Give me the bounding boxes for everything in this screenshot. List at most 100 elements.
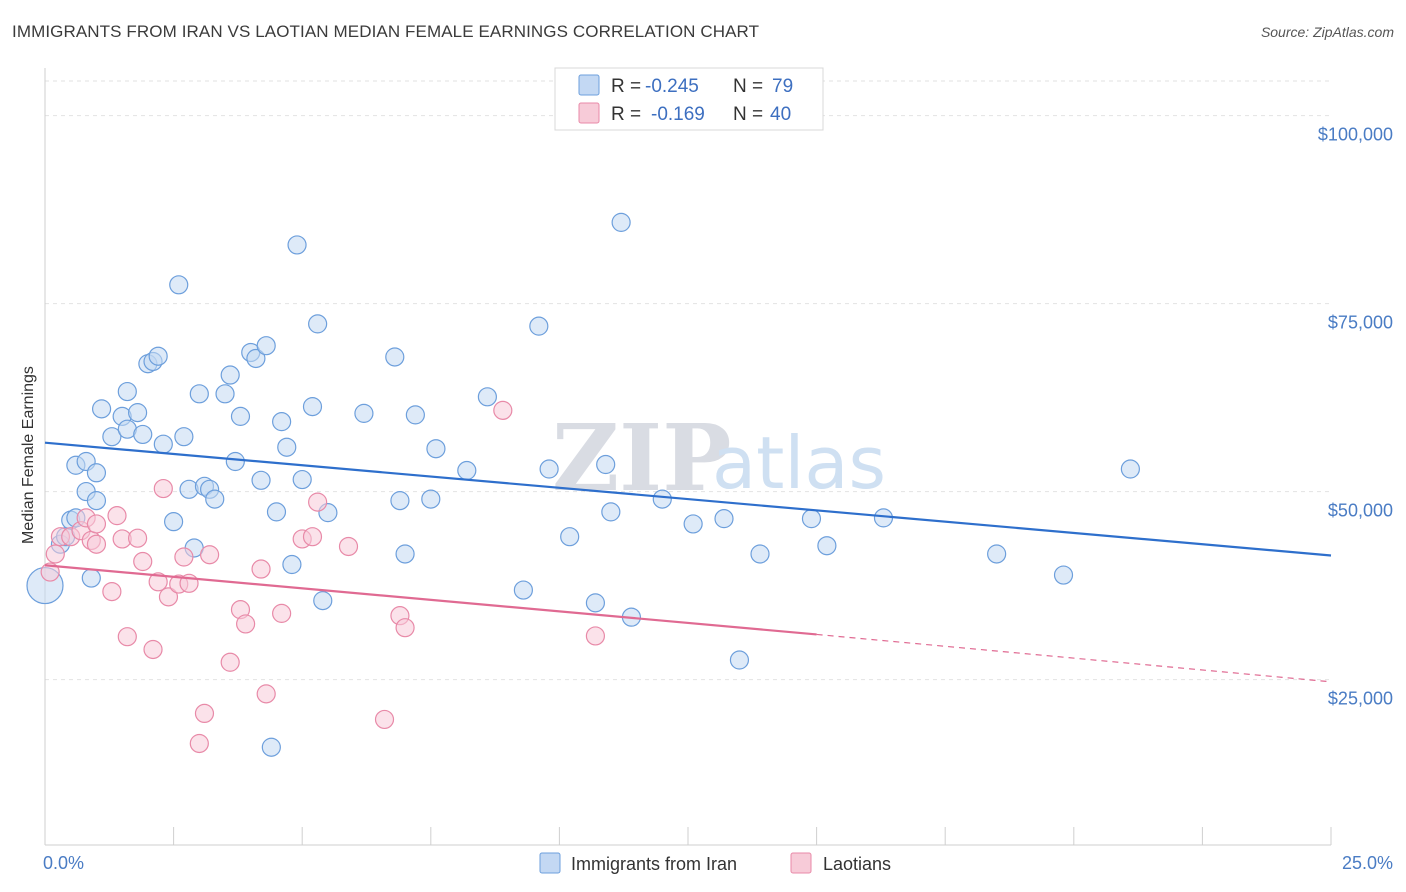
point-laotians [251,559,271,579]
legend-r-label-laotians: R = [611,104,641,125]
legend-n-value-iran: 79 [772,76,793,97]
point-laotians [189,733,209,754]
point-iran [714,509,734,529]
y-tick-label: $100,000 [1318,125,1393,145]
point-laotians [45,544,65,564]
point-iran [1120,459,1140,479]
y-tick-label: $50,000 [1328,501,1393,521]
legend-swatch-iran [578,74,600,96]
point-iran [601,502,621,522]
point-iran [354,403,374,423]
point-laotians [220,652,240,672]
point-laotians [174,547,194,567]
point-iran [292,469,312,490]
point-iran [513,580,533,600]
point-iran [215,384,235,404]
x-tick-label-min: 0.0% [43,853,84,873]
point-laotians [256,684,276,704]
point-iran [560,527,580,547]
y-tick-label: $25,000 [1328,689,1393,709]
point-laotians [338,536,359,557]
point-iran [246,348,266,369]
point-iran [395,544,415,564]
point-iran [81,568,101,588]
point-iran [457,460,477,481]
point-laotians [40,562,60,582]
point-laotians [158,587,179,607]
x-tick-label-max: 25.0% [1342,853,1393,873]
point-laotians [272,603,292,623]
point-iran [153,434,173,454]
point-iran [385,347,405,367]
legend-swatch-laotians [578,102,600,124]
point-laotians [86,534,107,554]
point-iran [683,514,703,534]
point-laotians [308,492,328,512]
point-laotians [107,506,127,526]
chart-title: IMMIGRANTS FROM IRAN VS LAOTIAN MEDIAN F… [12,22,760,41]
point-iran [189,384,209,404]
point-iran [164,512,184,532]
point-iran [102,427,122,447]
point-iran [272,412,292,432]
point-iran [266,502,287,522]
y-tick-label: $75,000 [1328,313,1393,333]
legend-r-label-iran: R = [611,76,641,97]
point-laotians [395,618,415,638]
point-iran [729,650,750,670]
point-iran [987,544,1007,564]
point-iran [174,427,194,447]
point-iran [251,470,271,490]
point-laotians [127,528,148,548]
point-iran [220,365,240,385]
point-iran [421,489,441,509]
legend-r-value-laotians: -0.169 [651,104,705,125]
point-iran [750,544,770,564]
point-iran [261,737,281,757]
point-laotians [236,614,256,634]
point-laotians [194,703,215,724]
point-laotians [133,551,153,572]
y-tick-labels: $25,000 $50,000 $75,000 $100,000 [1318,125,1393,709]
trend-line-laotians-extension [816,633,1332,683]
point-iran [117,381,137,402]
legend-bottom: Immigrants from Iran Laotians [539,852,891,874]
point-laotians [302,527,323,547]
legend-n-label-iran: N = [733,76,763,97]
point-iran [426,439,446,459]
point-laotians [102,581,122,602]
point-iran [1053,565,1074,585]
legend-top: R = -0.245 N = 79 R = -0.169 N = 40 [554,67,824,131]
data-points [26,212,1140,757]
point-iran [127,403,148,423]
point-iran [91,399,112,419]
point-iran [179,479,199,499]
point-laotians [585,626,606,646]
point-laotians [143,639,163,660]
watermark: ZIP atlas [552,404,886,512]
point-iran [313,591,333,611]
point-iran [390,491,410,511]
legend-r-value-iran: -0.245 [645,76,699,97]
point-iran [277,437,297,457]
point-iran [302,397,323,417]
point-iran [477,387,497,407]
point-iran [86,491,107,511]
point-laotians [200,545,220,565]
point-laotians [493,400,513,420]
legend-bottom-label-iran: Immigrants from Iran [571,854,737,874]
point-iran [539,459,559,479]
point-iran [308,314,328,334]
point-iran [287,235,307,255]
point-laotians [86,514,107,534]
point-iran [817,536,837,556]
legend-n-value-laotians: 40 [770,104,791,125]
legend-bottom-swatch-laotians [790,852,812,874]
legend-bottom-swatch-iran [539,852,561,874]
source-label: Source: ZipAtlas.com [1260,24,1394,40]
point-iran [282,554,302,575]
point-iran [801,509,822,529]
y-axis-label: Median Female Earnings [20,366,37,544]
legend-top-box [554,67,824,131]
